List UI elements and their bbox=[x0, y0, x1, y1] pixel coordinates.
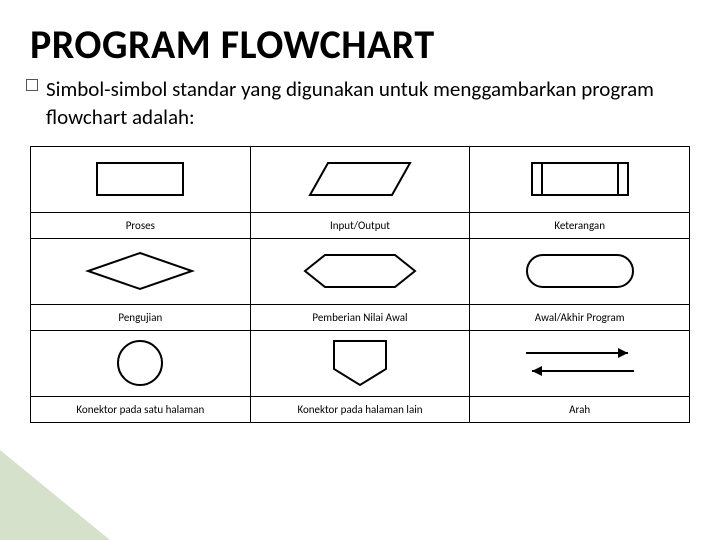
symbol-table: Proses Input/Output Keterangan Pengujian… bbox=[0, 132, 720, 423]
subtitle-prefix: Simbol-simbol bbox=[46, 76, 167, 102]
shape-decision bbox=[31, 238, 251, 304]
bullet-icon bbox=[26, 79, 38, 91]
label-connector-onpage: Konektor pada satu halaman bbox=[31, 396, 251, 422]
label-terminator: Awal/Akhir Program bbox=[470, 304, 690, 330]
shape-io bbox=[250, 146, 470, 212]
label-arrows: Arah bbox=[470, 396, 690, 422]
shape-arrows bbox=[470, 330, 690, 396]
corner-accent bbox=[0, 450, 110, 540]
label-process: Proses bbox=[31, 212, 251, 238]
subtitle: Simbol-simbol standar yang digunakan unt… bbox=[0, 75, 720, 132]
label-connector-offpage: Konektor pada halaman lain bbox=[250, 396, 470, 422]
shape-process bbox=[31, 146, 251, 212]
shape-preparation bbox=[250, 238, 470, 304]
shape-connector-offpage bbox=[250, 330, 470, 396]
label-decision: Pengujian bbox=[31, 304, 251, 330]
label-preparation: Pemberian Nilai Awal bbox=[250, 304, 470, 330]
page-title: PROGRAM FLOWCHART bbox=[0, 0, 720, 75]
label-annotation: Keterangan bbox=[470, 212, 690, 238]
shape-annotation bbox=[470, 146, 690, 212]
shape-connector-onpage bbox=[31, 330, 251, 396]
shape-terminator bbox=[470, 238, 690, 304]
label-io: Input/Output bbox=[250, 212, 470, 238]
